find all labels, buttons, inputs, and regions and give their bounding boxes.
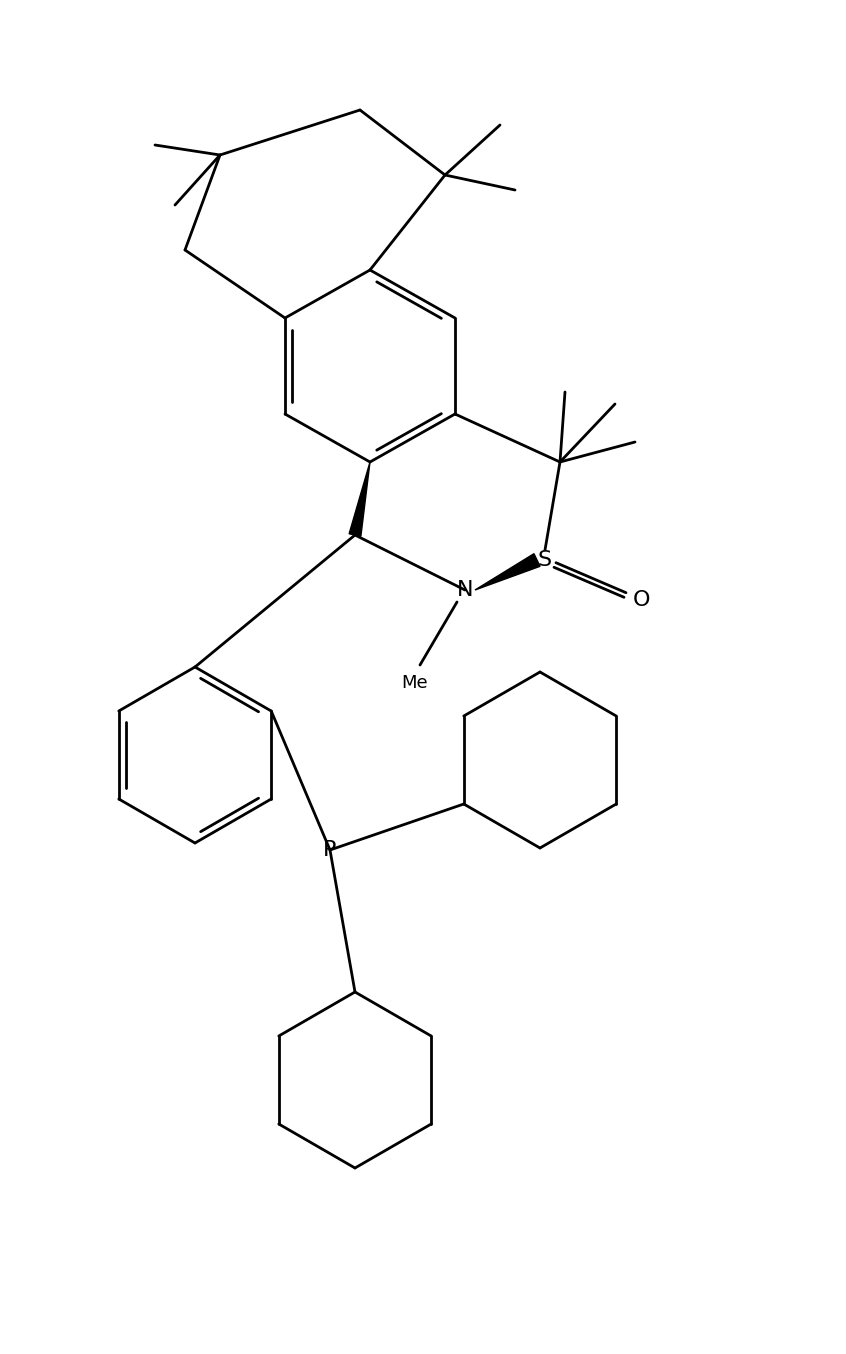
Text: O: O (634, 590, 651, 611)
Polygon shape (475, 554, 540, 590)
Text: N: N (457, 580, 473, 600)
Text: P: P (323, 839, 337, 860)
Polygon shape (349, 462, 370, 536)
Text: Me: Me (402, 674, 428, 692)
Text: S: S (538, 550, 552, 570)
